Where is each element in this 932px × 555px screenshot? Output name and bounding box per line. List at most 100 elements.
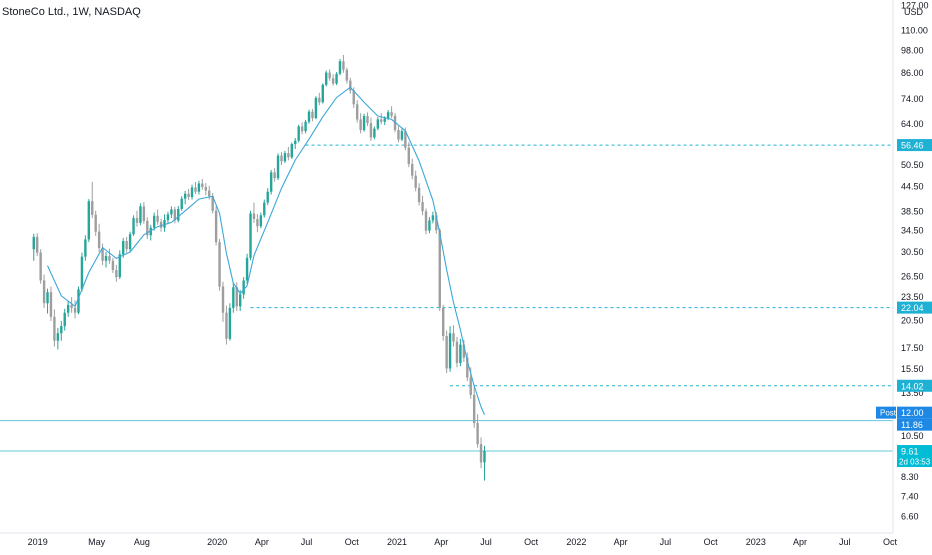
candle[interactable] [173,206,177,224]
candle[interactable] [283,150,287,163]
candle[interactable] [149,224,152,241]
candle[interactable] [214,206,218,246]
candle[interactable] [139,203,142,226]
candle[interactable] [472,387,476,428]
candle[interactable] [84,235,87,261]
candle[interactable] [349,77,352,94]
candle[interactable] [259,212,263,229]
candle[interactable] [297,124,300,143]
candle[interactable] [411,158,414,180]
candle[interactable] [438,228,441,312]
candle[interactable] [108,248,111,264]
candle[interactable] [321,83,324,104]
candle[interactable] [428,217,431,234]
candle[interactable] [263,199,266,218]
candle[interactable] [400,128,404,142]
candle[interactable] [359,113,362,134]
ema-line[interactable] [46,86,486,415]
candle[interactable] [32,233,35,261]
candle[interactable] [369,117,373,142]
candle[interactable] [46,288,49,314]
candle[interactable] [452,325,455,347]
candle[interactable] [287,146,290,161]
candle[interactable] [115,265,118,282]
candle[interactable] [228,303,232,341]
candle[interactable] [294,138,297,149]
candle[interactable] [187,188,190,200]
candle[interactable] [328,69,331,81]
candle[interactable] [94,210,97,236]
candle[interactable] [483,445,486,481]
candle[interactable] [201,178,204,190]
candle[interactable] [362,113,366,132]
candle[interactable] [407,142,411,168]
candle[interactable] [225,305,228,345]
candle[interactable] [190,184,194,200]
candle[interactable] [42,274,46,308]
candle[interactable] [376,117,380,131]
candle[interactable] [197,180,201,195]
candle[interactable] [132,215,135,236]
candle[interactable] [91,181,94,219]
candle[interactable] [431,211,435,224]
candle[interactable] [445,330,448,373]
y-axis[interactable]: 6.607.408.309.3010.5013.5015.5017.5020.5… [892,0,929,533]
candle[interactable] [290,142,294,159]
candle[interactable] [441,304,445,341]
candle[interactable] [380,112,383,125]
candle[interactable] [204,183,208,196]
candle[interactable] [111,257,115,274]
candle[interactable] [455,336,459,368]
candle[interactable] [325,70,328,87]
candle[interactable] [49,286,53,321]
candle[interactable] [166,211,170,225]
candle[interactable] [122,237,125,258]
candle[interactable] [300,122,304,135]
candle[interactable] [125,236,128,253]
candle[interactable] [373,126,376,140]
candle[interactable] [180,196,183,211]
candle[interactable] [235,282,238,312]
candle[interactable] [280,152,283,166]
candle[interactable] [397,126,400,143]
candle[interactable] [53,309,56,347]
candle[interactable] [342,54,345,73]
candle[interactable] [146,217,149,239]
candle[interactable] [60,320,63,341]
candle[interactable] [249,210,252,261]
candle[interactable] [170,206,173,219]
candle[interactable] [448,326,452,372]
candle[interactable] [318,92,321,106]
candle[interactable] [276,153,280,181]
candle[interactable] [304,119,307,134]
candle[interactable] [128,231,132,252]
candle[interactable] [424,208,428,235]
candle[interactable] [39,249,42,284]
candle[interactable] [466,352,469,382]
candle[interactable] [163,214,166,232]
candle[interactable] [104,252,108,268]
candle[interactable] [314,96,318,120]
candle[interactable] [73,300,77,319]
candle[interactable] [194,181,197,195]
candle[interactable] [345,67,349,84]
candle[interactable] [459,338,462,367]
candle[interactable] [479,437,483,469]
candle[interactable] [421,195,424,216]
candle[interactable] [156,209,159,225]
candle[interactable] [221,281,225,322]
candle[interactable] [118,250,121,280]
x-axis[interactable]: 2019 May Aug 2020 Apr Jul Oct 2021 Apr Jul Oct 2022… [0,532,897,547]
candle[interactable] [232,283,235,313]
candle[interactable] [273,168,276,182]
candle[interactable] [307,109,311,124]
candle[interactable] [266,188,269,206]
candle[interactable] [70,297,73,313]
candle[interactable] [245,253,249,284]
candle[interactable] [35,233,39,257]
candle[interactable] [63,308,66,331]
candle[interactable] [355,100,359,123]
candle[interactable] [152,212,156,231]
candle[interactable] [390,106,393,119]
